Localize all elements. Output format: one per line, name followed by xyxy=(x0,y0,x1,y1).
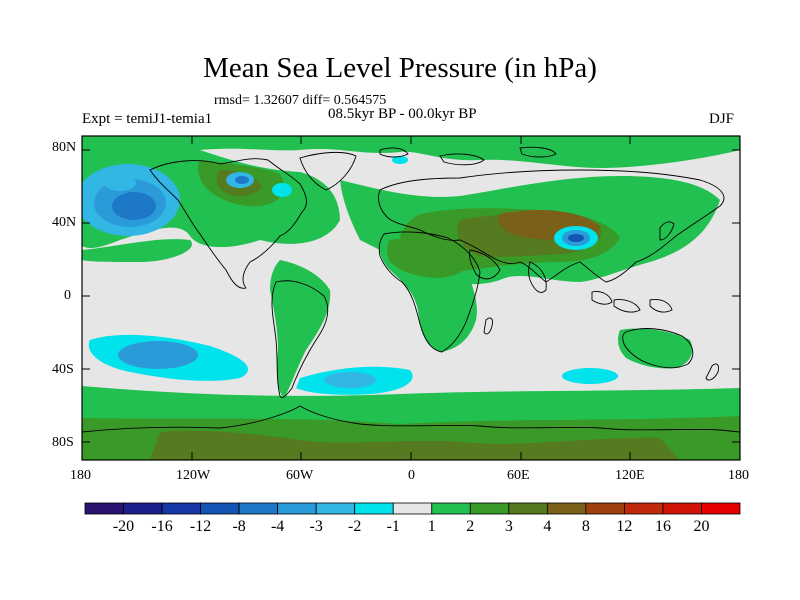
colorbar-label: -16 xyxy=(151,518,173,535)
colorbar-swatch xyxy=(84,502,124,515)
lon-label-180e: 180 xyxy=(728,468,749,483)
lon-label-120e: 120E xyxy=(615,468,645,483)
pressure-field xyxy=(82,136,740,460)
figure-title: Mean Sea Level Pressure (in hPa) xyxy=(203,52,597,84)
colorbar-swatch xyxy=(662,502,702,515)
colorbar-label: 8 xyxy=(581,518,590,535)
season-label: DJF xyxy=(709,111,735,127)
colorbar-label: -12 xyxy=(189,518,212,535)
lon-label-180w: 180 xyxy=(70,468,91,483)
lat-label-80n: 80N xyxy=(52,140,77,155)
axis-ticks xyxy=(81,136,741,460)
coastlines xyxy=(82,146,740,433)
colorbar-swatch xyxy=(624,502,664,515)
colorbar-label: -20 xyxy=(112,518,135,535)
colorbar-swatch xyxy=(392,502,433,515)
lat-label-40n: 40N xyxy=(52,215,77,230)
colorbar-label: 2 xyxy=(466,518,475,535)
colorbar-swatch xyxy=(161,502,201,515)
lon-label-60e: 60E xyxy=(507,468,530,483)
colorbar-swatch xyxy=(315,502,356,515)
colorbar-swatch xyxy=(277,502,317,515)
lat-label-eq: 0 xyxy=(64,288,71,303)
colorbar-label: 16 xyxy=(654,518,671,535)
colorbar-label: -4 xyxy=(270,518,285,535)
colorbar xyxy=(84,502,741,515)
lon-label-60w: 60W xyxy=(286,468,314,483)
period-label: 08.5kyr BP - 00.0kyr BP xyxy=(328,106,477,122)
lat-label-80s: 80S xyxy=(52,435,74,450)
colorbar-swatch xyxy=(585,502,625,515)
colorbar-swatch xyxy=(123,502,163,515)
colorbar-swatch xyxy=(354,502,394,515)
colorbar-swatch xyxy=(508,502,548,515)
colorbar-swatch xyxy=(200,502,240,515)
lat-label-40s: 40S xyxy=(52,362,74,377)
colorbar-swatch xyxy=(701,502,741,515)
colorbar-label: -2 xyxy=(348,518,362,535)
colorbar-label: 20 xyxy=(693,518,710,535)
lon-label-120w: 120W xyxy=(176,468,211,483)
colorbar-label: -1 xyxy=(386,518,400,535)
colorbar-swatch xyxy=(238,502,279,515)
colorbar-label: -8 xyxy=(232,518,246,535)
colorbar-swatch xyxy=(546,502,587,515)
colorbar-label: 12 xyxy=(616,518,633,535)
colorbar-swatch xyxy=(431,502,471,515)
stats-text: rmsd= 1.32607 diff= 0.564575 xyxy=(214,93,387,108)
lon-label-0: 0 xyxy=(408,468,415,483)
colorbar-label: -3 xyxy=(309,518,323,535)
colorbar-label: 4 xyxy=(543,518,552,535)
colorbar-label: 1 xyxy=(427,518,436,535)
colorbar-swatch xyxy=(469,502,510,515)
colorbar-label: 3 xyxy=(504,518,513,535)
experiment-label: Expt = temiJ1-temia1 xyxy=(82,111,213,127)
